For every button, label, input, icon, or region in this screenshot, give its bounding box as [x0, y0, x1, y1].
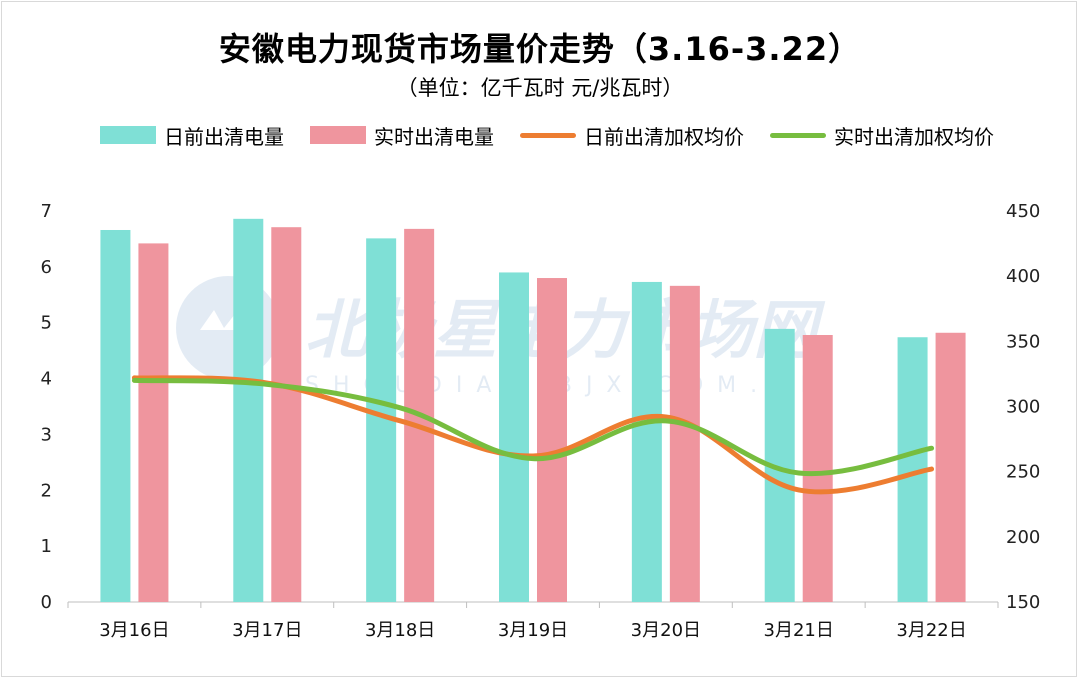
- bar-da-volume: [233, 218, 264, 602]
- x-tick-label: 3月20日: [631, 620, 701, 641]
- bar-rt-volume: [669, 285, 700, 602]
- legend-swatch-da-price: [520, 132, 576, 138]
- legend-item-rt-price: 实时出清加权均价: [770, 121, 994, 150]
- bar-da-volume: [499, 272, 529, 602]
- y-right-tick-label: 150: [1006, 592, 1040, 613]
- legend-swatch-rt-volume: [310, 126, 366, 144]
- y-left-tick-label: 2: [41, 480, 52, 501]
- bar-rt-volume: [802, 335, 833, 602]
- y-left-tick-label: 0: [41, 592, 52, 613]
- y-left-tick-label: 6: [41, 257, 52, 278]
- legend-item-da-price: 日前出清加权均价: [520, 121, 744, 150]
- bar-rt-volume: [537, 278, 567, 602]
- bar-da-volume: [100, 229, 131, 602]
- y-right-tick-label: 450: [1006, 201, 1040, 222]
- legend-swatch-rt-price: [770, 132, 826, 138]
- chart-legend: 日前出清电量 实时出清电量 日前出清加权均价 实时出清加权均价: [100, 120, 994, 150]
- legend-swatch-da-volume: [100, 126, 156, 144]
- y-right-tick-label: 350: [1006, 331, 1040, 352]
- y-left-tick-label: 1: [41, 536, 52, 557]
- legend-label-da-volume: 日前出清电量: [164, 124, 284, 149]
- chart-title: 安徽电力现货市场量价走势（3.16-3.22）: [218, 30, 862, 68]
- bar-rt-volume: [271, 227, 302, 602]
- y-right-tick-label: 200: [1006, 527, 1040, 548]
- y-right-tick-label: 400: [1006, 266, 1040, 287]
- x-tick-label: 3月16日: [99, 620, 169, 641]
- legend-label-rt-price: 实时出清加权均价: [834, 124, 994, 149]
- bar-da-volume: [631, 281, 662, 602]
- x-tick-label: 3月17日: [232, 620, 302, 641]
- legend-label-da-price: 日前出清加权均价: [584, 124, 744, 149]
- line-rt-price: [131, 377, 935, 477]
- chart-subtitle: （单位：亿千瓦时 元/兆瓦时）: [396, 76, 684, 100]
- y-right-tick-label: 300: [1006, 397, 1040, 418]
- y-left-tick-label: 3: [41, 424, 52, 445]
- y-right-tick-label: 250: [1006, 462, 1040, 483]
- y-left-tick-label: 7: [41, 201, 52, 222]
- y-left-tick-label: 4: [41, 369, 52, 390]
- x-tick-label: 3月22日: [896, 620, 966, 641]
- legend-label-rt-volume: 实时出清电量: [374, 124, 494, 149]
- x-tick-label: 3月19日: [498, 620, 568, 641]
- x-tick-label: 3月21日: [764, 620, 834, 641]
- y-left-tick-label: 5: [41, 313, 52, 334]
- legend-item-da-volume: 日前出清电量: [100, 121, 284, 150]
- x-tick-label: 3月18日: [365, 620, 435, 641]
- bar-rt-volume: [935, 332, 966, 602]
- legend-item-rt-volume: 实时出清电量: [310, 121, 494, 150]
- bar-rt-volume: [138, 243, 169, 602]
